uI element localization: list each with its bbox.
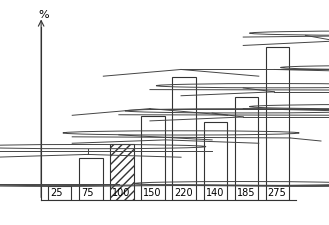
Bar [266, 47, 289, 200]
Text: 75: 75 [81, 188, 93, 198]
Bar [141, 116, 165, 200]
Bar [204, 122, 227, 200]
Text: 220: 220 [174, 188, 193, 198]
Text: 150: 150 [143, 188, 162, 198]
Text: 275: 275 [268, 188, 287, 198]
Text: 25: 25 [50, 188, 63, 198]
Text: 140: 140 [205, 188, 224, 198]
Bar [110, 144, 134, 200]
Bar [79, 158, 103, 200]
Bar [48, 186, 71, 200]
Bar [172, 77, 196, 200]
Bar [235, 97, 258, 200]
Text: 100: 100 [112, 188, 131, 198]
Text: 185: 185 [237, 188, 255, 198]
Text: %: % [38, 10, 49, 20]
